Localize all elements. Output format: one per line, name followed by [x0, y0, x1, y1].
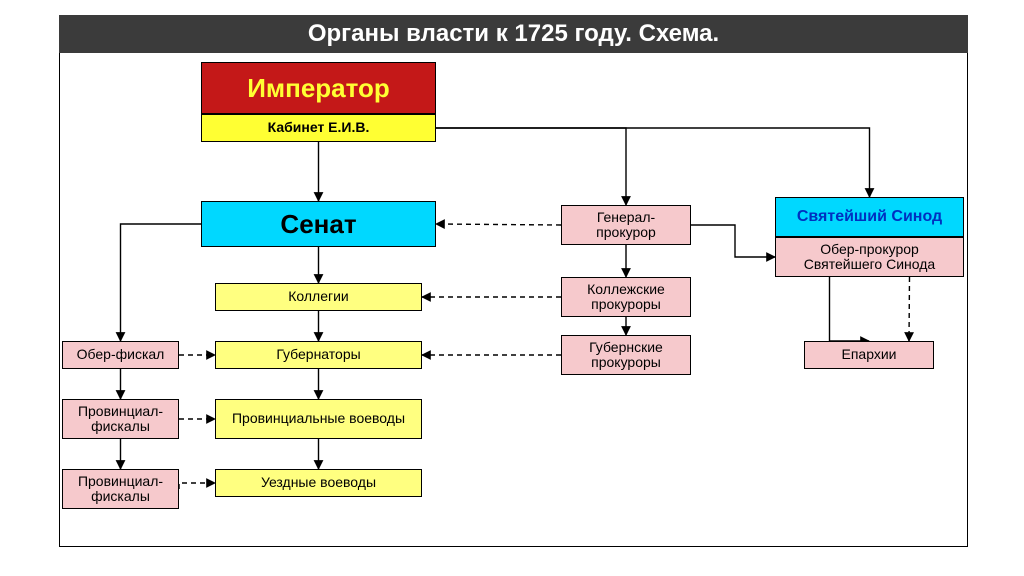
node-gubernatory: Губернаторы [215, 341, 422, 369]
node-label: Провинциал-фискалы [67, 404, 174, 435]
node-gub_prok: Губернские прокуроры [561, 335, 691, 375]
node-prov_fiskal1: Провинциал-фискалы [62, 399, 179, 439]
node-label: Коллежские прокуроры [566, 282, 686, 313]
node-prov_voevody: Провинциальные воеводы [215, 399, 422, 439]
node-ober_fiskal: Обер-фискал [62, 341, 179, 369]
node-label: Коллегии [288, 289, 349, 304]
node-ober_prok_sinod: Обер-прокурор Святейшего Синода [775, 237, 964, 277]
node-koll_prok: Коллежские прокуроры [561, 277, 691, 317]
node-uezd_voevody: Уездные воеводы [215, 469, 422, 497]
node-label: Святейший Синод [797, 208, 942, 226]
node-label: Генерал- прокурор [596, 210, 656, 241]
node-sinod: Святейший Синод [775, 197, 964, 237]
node-label: Губернские прокуроры [566, 340, 686, 371]
node-label: Император [247, 74, 390, 103]
node-label: Обер-фискал [77, 347, 165, 362]
node-senate: Сенат [201, 201, 436, 247]
node-label: Уездные воеводы [261, 475, 376, 490]
title-bar: Органы власти к 1725 году. Схема. [59, 15, 968, 53]
node-label: Кабинет Е.И.В. [268, 120, 370, 135]
node-label: Епархии [842, 347, 897, 362]
node-label: Сенат [280, 210, 356, 239]
node-label: Губернаторы [276, 347, 360, 362]
node-prov_fiskal2: Провинциал-фискалы [62, 469, 179, 509]
node-gen_prok: Генерал- прокурор [561, 205, 691, 245]
diagram-frame [59, 15, 968, 547]
node-kollegii: Коллегии [215, 283, 422, 311]
node-eparhii: Епархии [804, 341, 934, 369]
title-text: Органы власти к 1725 году. Схема. [308, 20, 719, 47]
node-cabinet: Кабинет Е.И.В. [201, 114, 436, 142]
node-emperor: Император [201, 62, 436, 114]
node-label: Провинциал-фискалы [67, 474, 174, 505]
node-label: Обер-прокурор Святейшего Синода [780, 242, 959, 273]
node-label: Провинциальные воеводы [232, 411, 405, 426]
